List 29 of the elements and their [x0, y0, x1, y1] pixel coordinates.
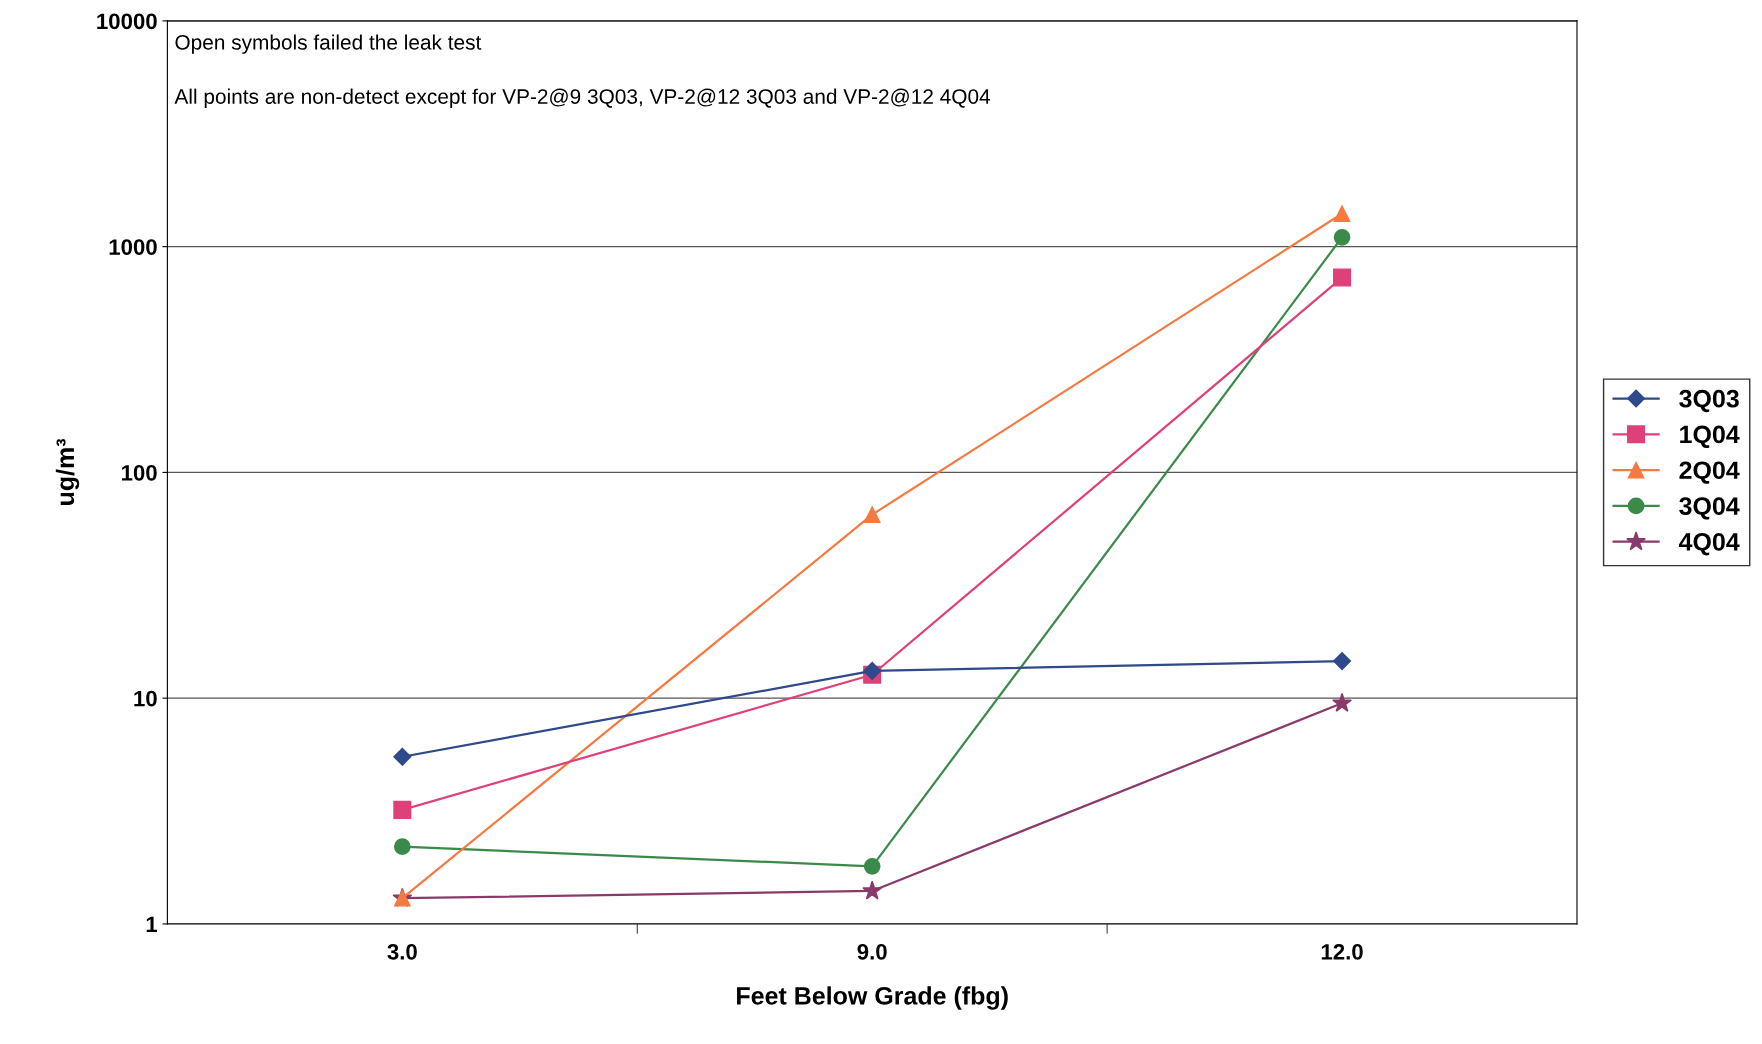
point — [1332, 692, 1352, 712]
annotation: All points are non-detect except for VP-2@9 3Q03, VP-2@12 3Q03 and VP-2@12 4Q04 — [174, 88, 991, 109]
point — [863, 661, 882, 680]
point — [393, 838, 411, 855]
y-tick-label: 10000 — [97, 13, 157, 30]
x-tick-label: 12.0 — [1321, 943, 1363, 960]
point — [1333, 268, 1352, 287]
y-tick-label: 10 — [134, 690, 157, 707]
x-tick-label: 3.0 — [387, 943, 417, 960]
annotation: Open symbols failed the leak test — [175, 34, 482, 54]
point — [1333, 228, 1351, 246]
point — [1333, 652, 1352, 671]
legend-label: 3Q03 — [1679, 389, 1739, 413]
point — [393, 747, 412, 766]
point — [393, 800, 412, 819]
legend-label: 4Q04 — [1678, 533, 1740, 556]
x-tick-label: 9.0 — [857, 943, 887, 960]
point — [1333, 205, 1351, 222]
y-tick-label: 1000 — [109, 239, 157, 255]
point — [863, 857, 881, 875]
y-axis-title: ug/m³ — [55, 438, 80, 505]
point — [862, 880, 883, 900]
y-tick-label: 100 — [121, 464, 157, 481]
point — [863, 506, 881, 523]
y-tick-label: 1 — [146, 916, 158, 932]
x-axis-title: Feet Below Grade (fbg) — [737, 986, 1008, 1010]
legend-label: 2Q04 — [1679, 461, 1740, 484]
legend-label: 3Q04 — [1679, 497, 1740, 520]
legend-label: 1Q04 — [1680, 425, 1740, 448]
